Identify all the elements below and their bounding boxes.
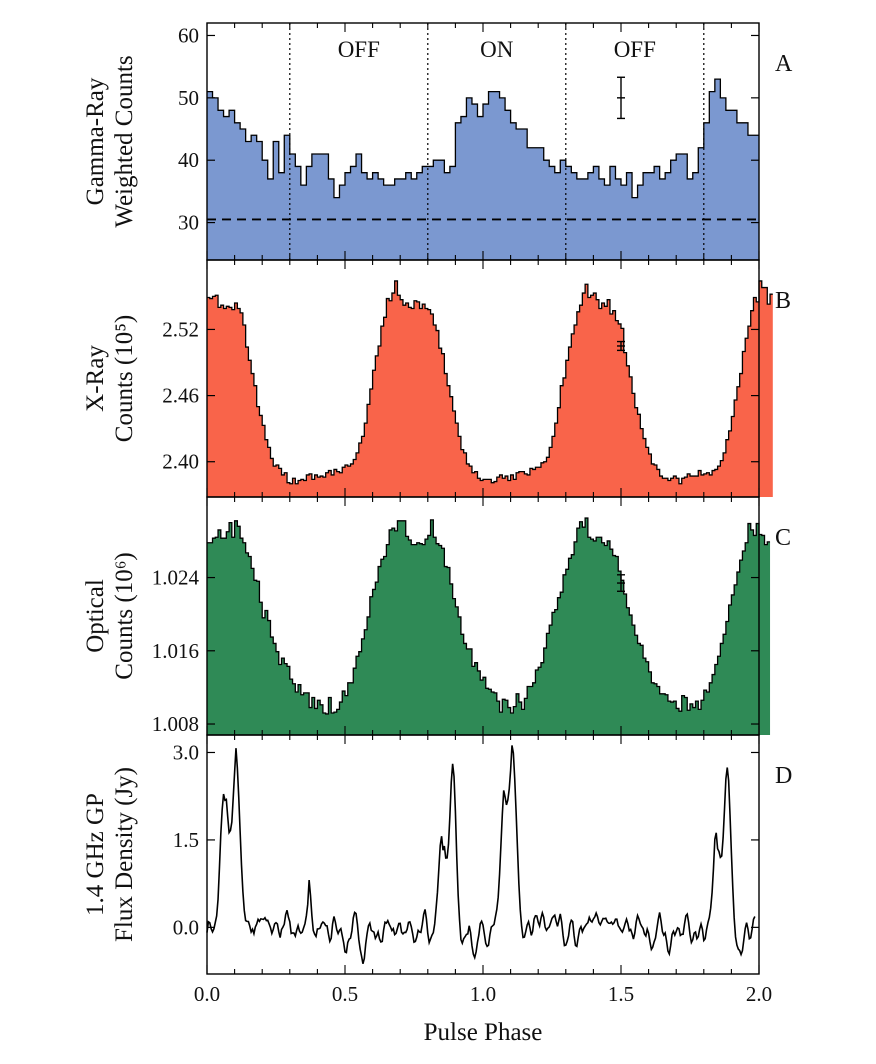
y-tick-label: 30 xyxy=(178,211,199,235)
y-axis-label: 1.4 GHz GP Flux Density (Jy) xyxy=(82,767,138,942)
y-axis-label: X-Ray Counts (10⁵) xyxy=(82,315,138,442)
y-tick-label: 1.016 xyxy=(152,639,199,663)
y-axis-label: Optical Counts (10⁶) xyxy=(82,552,138,679)
y-axis-label-line2: Weighted Counts xyxy=(111,55,138,227)
region-label: OFF xyxy=(338,37,380,62)
panel-letter: C xyxy=(775,525,791,551)
histogram-outline xyxy=(207,517,771,715)
x-tick-label: 0.0 xyxy=(194,982,220,1006)
x-axis-label: Pulse Phase xyxy=(424,1019,543,1046)
y-tick-label: 0.0 xyxy=(173,915,199,939)
panel-d: 0.0 1.5 3.0 1.4 GHz GP Flux Density (Jy) D xyxy=(82,734,792,975)
panel-letter: D xyxy=(775,763,792,789)
y-tick-label: 3.0 xyxy=(173,740,199,764)
error-bar xyxy=(617,76,625,120)
panel-letter: B xyxy=(775,288,791,314)
x-tick-label: 0.5 xyxy=(332,982,358,1006)
y-tick-label: 1.008 xyxy=(152,712,199,736)
x-tick-label: 2.0 xyxy=(746,982,772,1006)
panels-layer: OFF ON OFF 30 40 50 60 Gamma-Ray Weighted Counts… xyxy=(82,22,793,1006)
gp-flux-line xyxy=(206,745,756,964)
y-axis-label: Gamma-Ray Weighted Counts xyxy=(82,55,138,227)
y-axis-label-line2: Counts (10⁵) xyxy=(111,315,138,442)
y-axis-label-line1: Optical xyxy=(82,579,109,653)
y-axis-label-line1: 1.4 GHz GP xyxy=(82,793,109,916)
y-tick-label: 2.40 xyxy=(162,450,199,474)
y-tick-label: 2.52 xyxy=(162,317,199,341)
panel-letter: A xyxy=(775,51,793,77)
error-bar xyxy=(617,574,625,592)
y-tick-label: 60 xyxy=(178,23,199,47)
histogram-outline xyxy=(207,78,759,199)
panel-frame xyxy=(206,734,760,975)
panel-b: 2.40 2.46 2.52 X-Ray Counts (10⁵) B xyxy=(82,259,791,498)
panel-c: 1.008 1.016 1.024 Optical Counts (10⁶) C xyxy=(82,496,791,736)
histogram-fill xyxy=(207,79,759,260)
y-tick-label: 1.024 xyxy=(152,566,200,590)
y-axis-label-line2: Counts (10⁶) xyxy=(111,552,138,679)
histogram-fill xyxy=(207,518,771,735)
y-tick-label: 1.5 xyxy=(173,828,199,852)
x-tick-label: 1.0 xyxy=(470,982,496,1006)
panel-a: OFF ON OFF 30 40 50 60 Gamma-Ray Weighted Counts… xyxy=(82,22,793,261)
panel-frame xyxy=(206,259,760,498)
histogram-fill xyxy=(207,280,773,497)
histogram-outline xyxy=(207,280,773,485)
x-tick-label: 1.5 xyxy=(608,982,634,1006)
y-tick-label: 2.46 xyxy=(162,384,199,408)
y-axis-label-line1: X-Ray xyxy=(82,345,109,412)
y-tick-label: 40 xyxy=(178,148,199,172)
y-axis-label-line1: Gamma-Ray xyxy=(82,77,109,205)
region-label: OFF xyxy=(614,37,656,62)
y-tick-label: 50 xyxy=(178,86,199,110)
error-bar xyxy=(617,340,625,352)
region-label: ON xyxy=(480,37,514,62)
y-axis-label-line2: Flux Density (Jy) xyxy=(111,767,138,942)
